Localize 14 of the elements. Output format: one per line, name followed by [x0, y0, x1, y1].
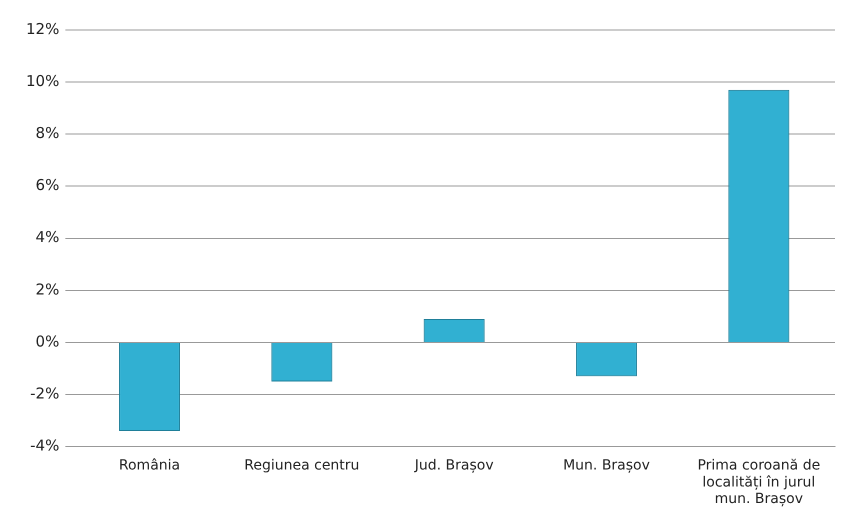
x-tick-label: Jud. Brașov [414, 458, 494, 474]
y-tick-label: 12% [26, 20, 60, 38]
y-tick-label: 6% [36, 176, 60, 194]
y-tick-label: 8% [36, 124, 60, 142]
y-tick-label: -4% [30, 436, 60, 454]
y-tick-label: 2% [36, 280, 60, 298]
y-tick-label: 4% [36, 228, 60, 246]
y-tick-label: 10% [26, 72, 60, 90]
y-tick-label: 0% [36, 332, 60, 350]
x-tick-label: Prima coroană de localități în jurul mun. Brașov [697, 458, 820, 508]
x-tick-label: Mun. Brașov [563, 458, 650, 474]
x-tick-label: Regiunea centru [244, 458, 360, 474]
x-tick-label: România [118, 458, 180, 474]
y-tick-label: -2% [30, 384, 60, 402]
